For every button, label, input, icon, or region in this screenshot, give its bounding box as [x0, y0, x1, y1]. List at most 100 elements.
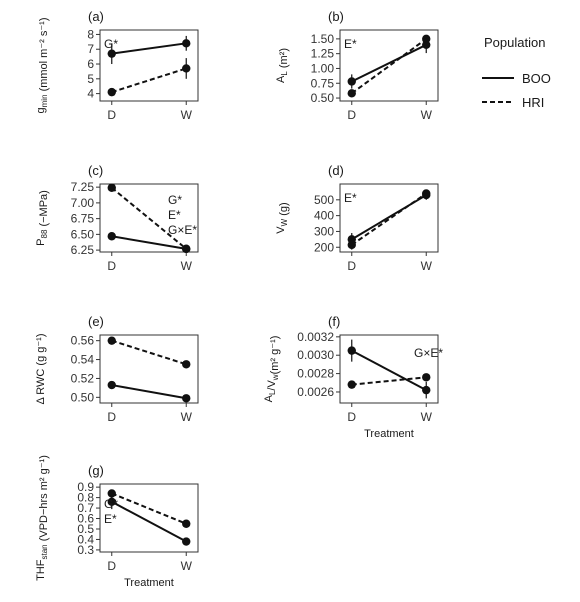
- significance-label: G*: [168, 193, 182, 207]
- data-point-boo: [107, 497, 116, 506]
- plot-frame: [339, 29, 439, 102]
- x-tick-label: W: [181, 108, 193, 122]
- y-tick-label: 6.75: [71, 212, 95, 226]
- series-line-hri: [351, 376, 427, 386]
- significance-label: G*: [104, 37, 118, 51]
- y-tick-label: 0.9: [77, 480, 94, 494]
- y-axis-label: Δ RWC (g g⁻¹): [35, 333, 47, 404]
- panel-b: (b) 0.500.751.001.251.50 D W AL (m²) E*: [275, 9, 439, 122]
- data-point-hri: [422, 373, 431, 382]
- data-point-hri: [107, 183, 116, 192]
- series-line-boo: [111, 235, 187, 250]
- y-axis-label: gmin (mmol m⁻² s⁻¹): [35, 18, 50, 114]
- panel-e: (e) 0.50 0.52 0.54 0.56 D W Δ RWC (g g⁻¹): [35, 314, 199, 424]
- data-point-boo: [107, 49, 116, 58]
- y-tick-label: 7.25: [71, 180, 95, 194]
- significance-label: G×E*: [414, 346, 443, 360]
- series-line-hri: [111, 339, 187, 366]
- y-tick-label: 6.25: [71, 243, 95, 257]
- panel-f: (f) 0.0026 0.0028 0.0030 0.0032 D W Treatment AL…: [263, 314, 443, 440]
- series-line-hri: [111, 187, 187, 250]
- y-axis-label-part: (−MPa): [38, 190, 50, 229]
- y-axis-label-subscript: L: [268, 390, 277, 395]
- panel-label: (e): [88, 314, 104, 329]
- y-axis-label-part: THF: [35, 559, 47, 581]
- y-axis-label-part: A: [263, 394, 275, 402]
- data-point-boo: [182, 537, 191, 546]
- data-point-boo: [182, 394, 191, 403]
- y-tick-label: 6: [87, 57, 94, 71]
- data-point-hri: [422, 34, 431, 44]
- legend: Population BOO HRI: [482, 35, 551, 110]
- y-axis-label-subscript: 88: [40, 229, 49, 238]
- y-axis-label-subscript: w: [271, 374, 280, 381]
- y-tick-label: 0.5: [77, 522, 94, 536]
- data-point-hri: [347, 240, 356, 250]
- y-tick-label: 0.56: [71, 334, 95, 348]
- x-tick-label: W: [181, 259, 193, 273]
- panel-label: (f): [328, 314, 340, 329]
- y-tick-label: 0.6: [77, 512, 94, 526]
- data-point-hri: [107, 87, 116, 97]
- x-tick-label: W: [421, 108, 433, 122]
- y-tick-label: 0.0026: [297, 385, 334, 399]
- data-point-hri: [107, 336, 116, 345]
- data-point-boo: [107, 380, 116, 390]
- data-point-boo: [347, 77, 356, 86]
- panel-label: (d): [328, 163, 344, 178]
- data-point-boo: [182, 39, 191, 48]
- series-line-boo: [351, 43, 427, 83]
- legend-label-boo: BOO: [522, 71, 551, 86]
- plot-frame: [339, 334, 439, 404]
- legend-label-hri: HRI: [522, 95, 544, 110]
- y-tick-label: 7: [87, 42, 94, 56]
- y-axis-label-part: (g): [278, 202, 290, 219]
- x-tick-label: D: [347, 108, 356, 122]
- significance-label: E*: [344, 37, 357, 51]
- data-point-boo: [107, 232, 116, 241]
- y-tick-label: 0.50: [71, 390, 95, 404]
- significance-label: G×E*: [168, 223, 197, 237]
- y-tick-label: 6.50: [71, 227, 95, 241]
- panel-label: (a): [88, 9, 104, 24]
- y-tick-label: 0.3: [77, 543, 94, 557]
- series-line-boo: [111, 384, 187, 400]
- x-tick-label: D: [107, 559, 116, 573]
- y-axis-label-subscript: L: [280, 71, 289, 76]
- x-tick-label: W: [181, 559, 193, 573]
- y-axis-label: VW (g): [275, 202, 290, 233]
- data-point-boo: [422, 40, 431, 49]
- y-tick-label: 200: [314, 240, 334, 254]
- y-tick-label: 0.75: [311, 76, 335, 90]
- y-axis-label-part: (mmol m⁻² s⁻¹): [38, 18, 50, 95]
- y-tick-label: 1.00: [311, 61, 335, 75]
- data-point-hri: [347, 380, 356, 389]
- x-tick-label: D: [107, 410, 116, 424]
- data-point-hri: [347, 89, 356, 98]
- plot-frame: [339, 183, 439, 253]
- data-point-hri: [182, 244, 191, 254]
- data-point-boo: [347, 346, 356, 355]
- significance-label: E*: [344, 191, 357, 205]
- plot-frame: [99, 483, 199, 553]
- y-tick-label: 5: [87, 72, 94, 86]
- series-line-boo: [111, 500, 187, 543]
- data-point-hri: [182, 519, 191, 528]
- data-point-hri: [182, 360, 191, 369]
- panel-label: (b): [328, 9, 344, 24]
- data-point-hri: [422, 189, 431, 198]
- y-tick-label: 300: [314, 224, 334, 238]
- series-line-boo: [351, 349, 427, 392]
- x-tick-label: D: [107, 259, 116, 273]
- y-axis-label-part: Δ RWC (g g⁻¹): [35, 333, 47, 404]
- significance-label: E*: [168, 208, 181, 222]
- panel-g: (g) 0.30.40.50.60.70.80.9 D W Treatment THFst…: [35, 455, 199, 589]
- y-tick-label: 0.0032: [297, 330, 334, 344]
- legend-title: Population: [484, 35, 545, 50]
- y-axis-label-subscript: W: [280, 218, 289, 226]
- y-axis-label-part: A: [275, 75, 287, 83]
- x-axis-label: Treatment: [364, 428, 414, 440]
